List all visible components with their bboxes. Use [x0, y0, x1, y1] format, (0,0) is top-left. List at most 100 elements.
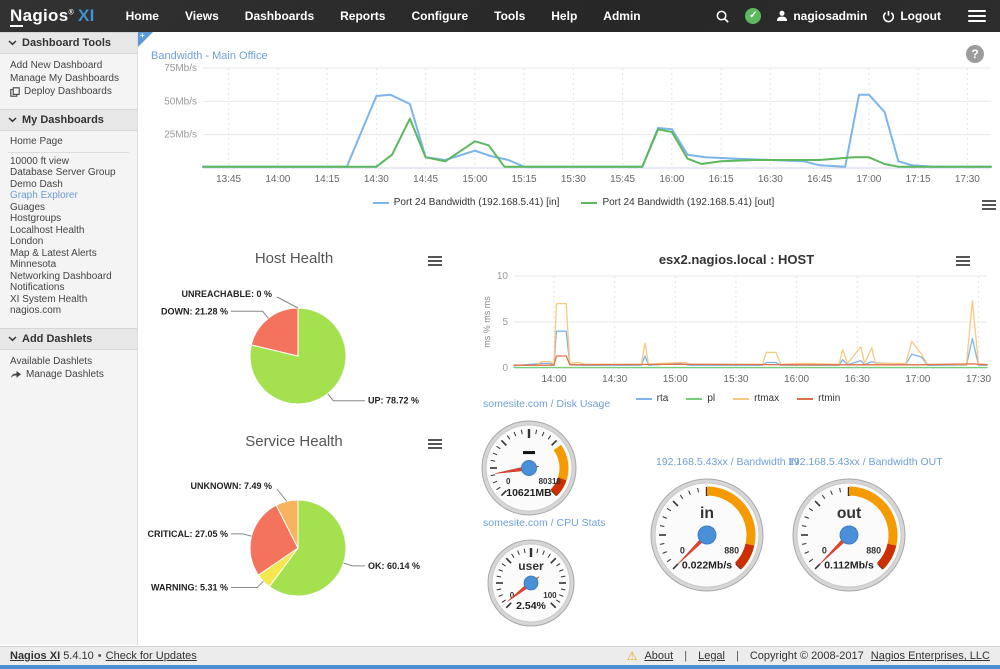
- warning-icon[interactable]: ⚠: [626, 649, 638, 663]
- legend-item[interactable]: rtmin: [797, 393, 840, 404]
- sidebar-item-label: Networking Dashboard: [10, 270, 112, 282]
- legend-item[interactable]: Port 24 Bandwidth (192.168.5.41) [out]: [581, 197, 774, 208]
- svg-text:25Mb/s: 25Mb/s: [164, 130, 197, 141]
- bandwidth-out-link[interactable]: 192.168.5.43xx / Bandwidth OUT: [788, 456, 943, 468]
- sidebar-item-map-latest-alerts[interactable]: Map & Latest Alerts: [0, 248, 137, 260]
- bandwidth-dashlet-title[interactable]: Bandwidth - Main Office: [151, 50, 268, 62]
- nav-item-admin[interactable]: Admin: [603, 9, 641, 23]
- sidebar-item-label: Available Dashlets: [10, 355, 93, 367]
- svg-text:15:45: 15:45: [610, 174, 635, 185]
- sidebar-item-label: nagios.com: [10, 305, 62, 316]
- footer-right: ⚠ About | Legal | Copyright © 2008-2017 …: [626, 649, 990, 663]
- sidebar-item-manage-dashlets[interactable]: Manage Dashlets: [0, 368, 137, 381]
- service_health-pie-svg: OK: 60.14 % WARNING: 5.31 % CRITICAL: 27.0…: [147, 481, 420, 597]
- svg-text:0: 0: [502, 363, 508, 374]
- sidebar-section: My Dashboards Home Page 10000 ft view Datab…: [0, 109, 137, 321]
- check-for-updates-link[interactable]: Check for Updates: [105, 650, 197, 662]
- svg-text:0.022Mb/s: 0.022Mb/s: [682, 560, 732, 572]
- nav-item-tools[interactable]: Tools: [494, 9, 526, 23]
- disk-usage-link[interactable]: somesite.com / Disk Usage: [483, 398, 611, 410]
- sidebar-item-label: Add New Dashboard: [10, 60, 103, 71]
- nav-item-reports[interactable]: Reports: [340, 9, 386, 23]
- fold-corner-button[interactable]: [138, 32, 153, 47]
- svg-text:UNKNOWN: 7.49 %: UNKNOWN: 7.49 %: [190, 481, 272, 491]
- legal-link[interactable]: Legal: [698, 650, 725, 662]
- sidebar-item-notifications[interactable]: Notifications: [0, 282, 137, 294]
- sidebar-item-deploy-dashboards[interactable]: Deploy Dashboards: [0, 85, 137, 98]
- nagios-logo[interactable]: Nagios® XI: [10, 6, 95, 27]
- status-check-icon[interactable]: ✓: [745, 8, 762, 24]
- sidebar-item-london[interactable]: London: [0, 236, 137, 248]
- logout-label: Logout: [900, 9, 941, 23]
- svg-text:17:00: 17:00: [905, 374, 930, 385]
- bandwidth-out-gauge: 0 880 out 0.112Mb/s: [789, 475, 909, 600]
- service-health-pie-chart: OK: 60.14 % WARNING: 5.31 % CRITICAL: 27.0…: [138, 456, 468, 636]
- bandwidth-dashlet-menu-icon[interactable]: [982, 198, 996, 212]
- svg-text:UNREACHABLE: 0 %: UNREACHABLE: 0 %: [181, 289, 272, 299]
- deploy-icon: [10, 86, 20, 97]
- bandwidth-in-link[interactable]: 192.168.5.43xx / Bandwidth IN: [656, 456, 800, 468]
- cpu-stats-link[interactable]: somesite.com / CPU Stats: [483, 517, 606, 529]
- sidebar-item-home-page[interactable]: Home Page: [0, 136, 137, 148]
- sidebar-section-header-dashboard-tools[interactable]: Dashboard Tools: [0, 32, 137, 54]
- dashboard-canvas: + ? Bandwidth - Main Office 13:45 14:00 14…: [138, 31, 1000, 645]
- sidebar-item-graph-explorer[interactable]: Graph Explorer: [0, 190, 137, 202]
- bandwidth-chart: 13:45 14:00 14:15 14:30 14:45 15:00 15:15 15:30…: [151, 62, 996, 197]
- nav-item-views[interactable]: Views: [184, 9, 219, 23]
- sidebar-item-guages[interactable]: Guages: [0, 202, 137, 214]
- host-health-dashlet-menu-icon[interactable]: [428, 254, 442, 268]
- sidebar-item-manage-my-dashboards[interactable]: Manage My Dashboards: [0, 72, 137, 85]
- sidebar-item-nagios-com[interactable]: nagios.com: [0, 305, 137, 317]
- company-link[interactable]: Nagios Enterprises, LLC: [870, 650, 990, 662]
- copyright-text: Copyright © 2008-2017: [749, 650, 864, 662]
- nav-item-help[interactable]: Help: [551, 9, 578, 23]
- search-icon[interactable]: [715, 9, 730, 24]
- sidebar-item-xi-system-health[interactable]: XI System Health: [0, 294, 137, 306]
- svg-text:16:30: 16:30: [758, 174, 783, 185]
- legend-item[interactable]: pl: [686, 393, 715, 404]
- bandwidth_out-gauge-svg: 0 880 out 0.112Mb/s: [792, 478, 906, 592]
- svg-text:WARNING: 5.31 %: WARNING: 5.31 %: [151, 583, 228, 593]
- sidebar-item-label: Graph Explorer: [10, 190, 78, 201]
- service-health-title: Service Health: [245, 433, 343, 450]
- sidebar-item-10000-ft-view[interactable]: 10000 ft view: [0, 156, 137, 168]
- sidebar-item-label: Map & Latest Alerts: [10, 247, 97, 259]
- sidebar-item-database-server-group[interactable]: Database Server Group: [0, 167, 137, 179]
- sidebar-section-header-add-dashlets[interactable]: Add Dashlets: [0, 327, 137, 350]
- sidebar-item-add-new-dashboard[interactable]: Add New Dashboard: [0, 59, 137, 72]
- svg-text:0: 0: [680, 545, 685, 555]
- power-icon: [883, 10, 895, 22]
- legend-item[interactable]: Port 24 Bandwidth (192.168.5.41) [in]: [372, 197, 559, 208]
- nav-item-dashboards[interactable]: Dashboards: [244, 9, 315, 23]
- sidebar-item-localhost-health[interactable]: Localhost Health: [0, 225, 137, 237]
- legend-swatch: [635, 397, 652, 400]
- sidebar-section-header-my-dashboards[interactable]: My Dashboards: [0, 109, 137, 131]
- legend-item[interactable]: rta: [635, 393, 668, 404]
- user-icon: [777, 10, 788, 21]
- user-menu[interactable]: nagiosadmin: [776, 9, 867, 23]
- sidebar: Dashboard Tools Add New Dashboard Manage M…: [0, 32, 138, 645]
- footer-product-link[interactable]: Nagios XI: [10, 650, 61, 662]
- sidebar-section-title: Add Dashlets: [22, 332, 93, 345]
- legend-item[interactable]: rtmax: [733, 393, 779, 404]
- service-health-dashlet-menu-icon[interactable]: [428, 437, 442, 451]
- nav-item-home[interactable]: Home: [125, 9, 159, 23]
- username: nagiosadmin: [793, 9, 868, 23]
- host_health-pie-svg: UP: 78.72 % DOWN: 21.28 % UNREACHABLE: 0 %: [161, 289, 419, 406]
- footer-bullet: •: [97, 650, 102, 662]
- sidebar-section-title: Dashboard Tools: [22, 37, 112, 49]
- sidebar-item-demo-dash[interactable]: Demo Dash: [0, 179, 137, 191]
- sidebar-item-networking-dashboard[interactable]: Networking Dashboard: [0, 271, 137, 283]
- sidebar-item-available-dashlets[interactable]: Available Dashlets: [0, 355, 137, 368]
- svg-text:DOWN: 21.28 %: DOWN: 21.28 %: [161, 306, 228, 316]
- sidebar-item-minnesota[interactable]: Minnesota: [0, 259, 137, 271]
- nav-item-configure[interactable]: Configure: [411, 9, 469, 23]
- about-link[interactable]: About: [644, 650, 674, 662]
- sidebar-item-hostgroups[interactable]: Hostgroups: [0, 213, 137, 225]
- esx2-dashlet-menu-icon[interactable]: [956, 254, 970, 268]
- help-button[interactable]: ?: [966, 45, 984, 63]
- sidebar-section-items: Home Page 10000 ft view Database Server Gr…: [0, 131, 137, 321]
- navbar-hamburger-icon[interactable]: [968, 7, 986, 25]
- logout-button[interactable]: Logout: [882, 9, 941, 23]
